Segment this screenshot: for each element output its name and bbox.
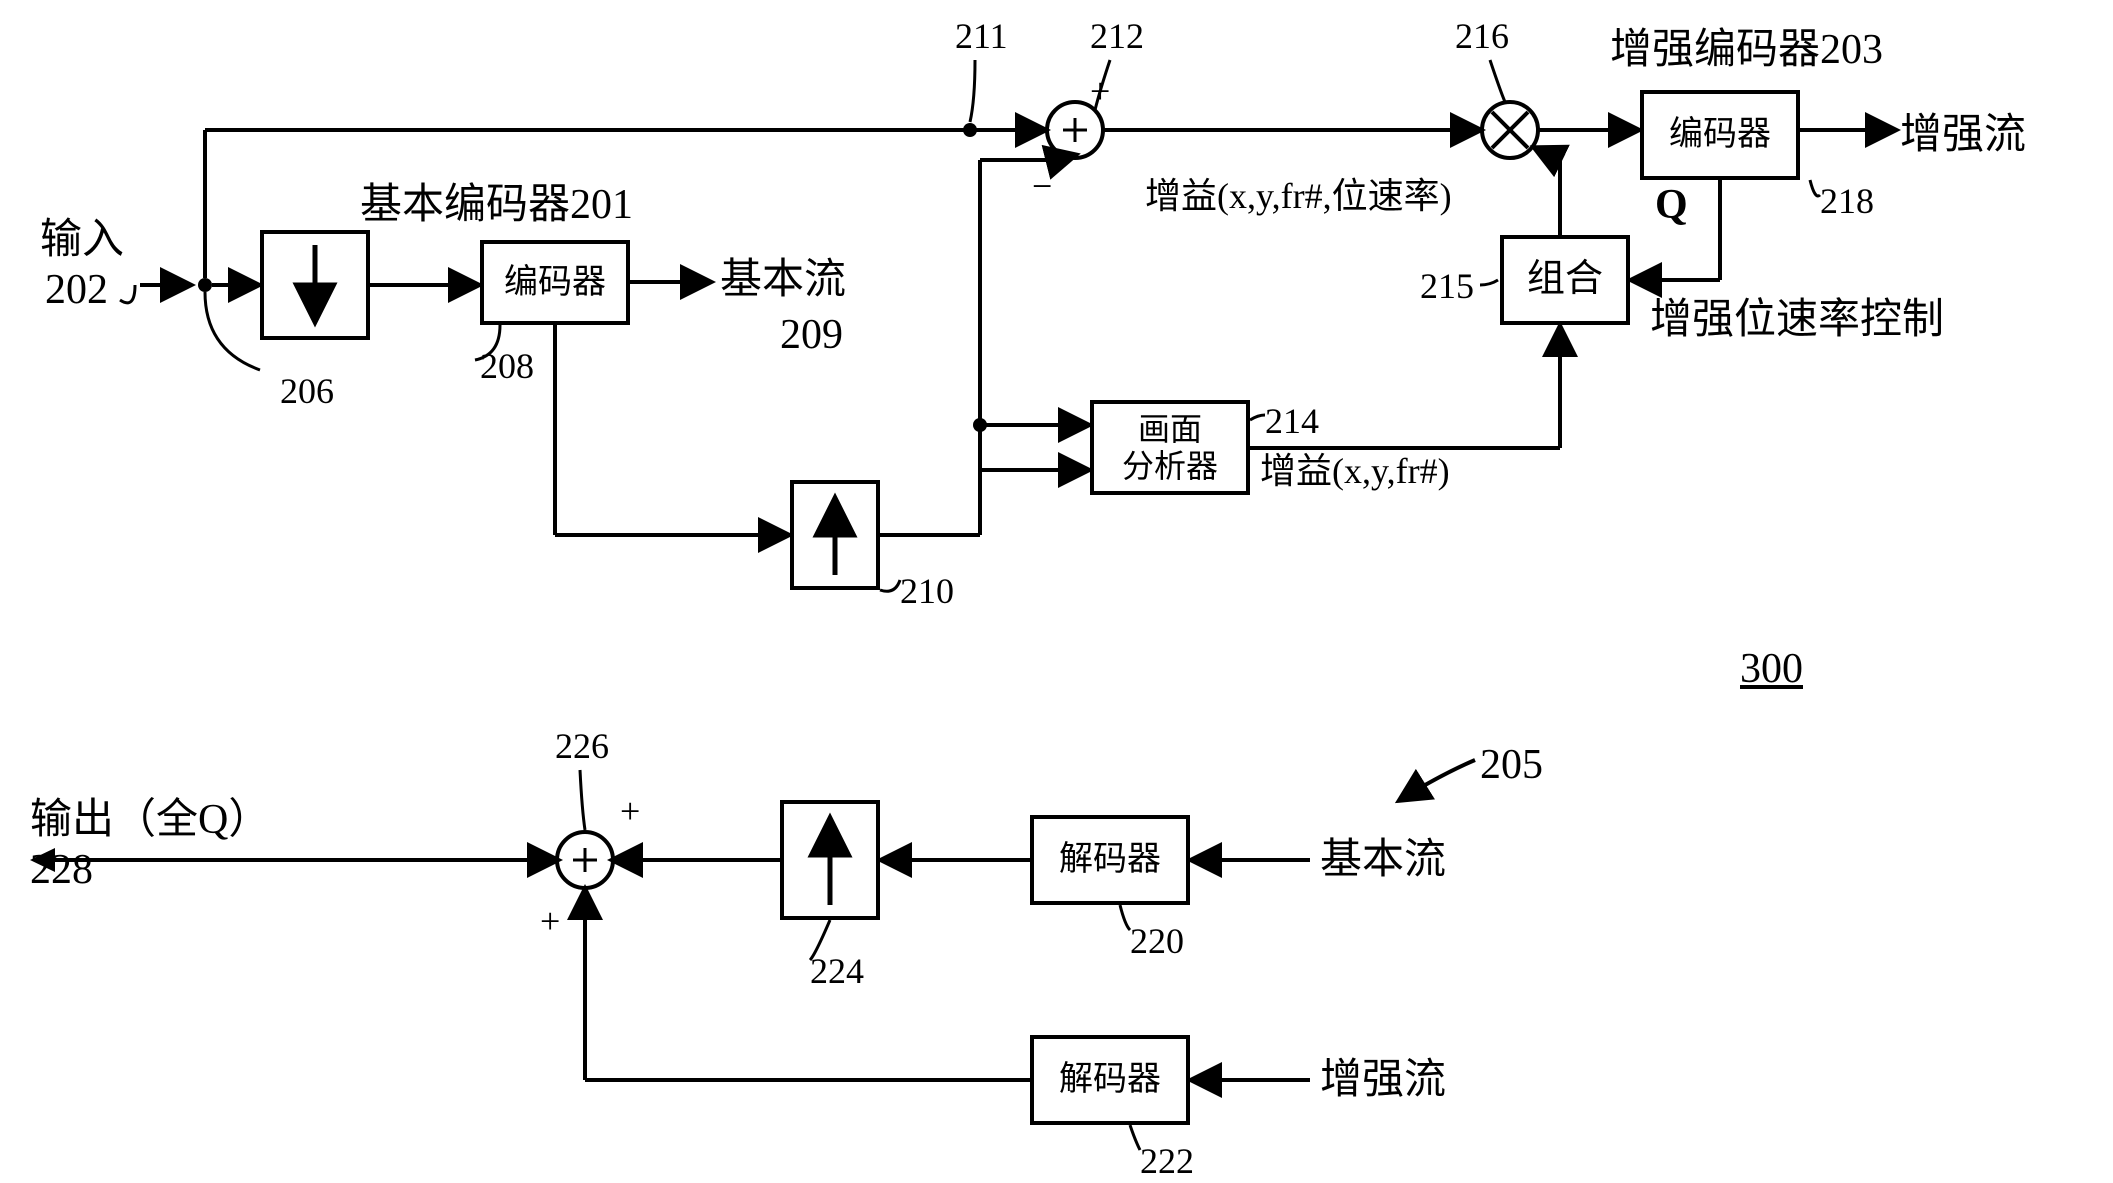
base-encoder-title-text: 基本编码器 (360, 182, 570, 228)
upsample-box-224 (780, 800, 880, 920)
input-label: 输入 (40, 215, 124, 265)
upsample-box-210 (790, 480, 880, 590)
enh-stream-in: 增强流 (1320, 1055, 1446, 1105)
enh-encoder-box-text: 编码器 (1669, 115, 1771, 154)
sum212-minus: − (1032, 165, 1052, 208)
sum-212-ref: 212 (1090, 15, 1144, 58)
sum226-plus1: + (620, 790, 640, 833)
combine-ref: 215 (1420, 265, 1474, 308)
output-label: 输出（全Q） (30, 795, 270, 845)
enh-stream-label: 增强流 (1900, 110, 2026, 160)
output-ref: 228 (30, 845, 93, 895)
mult-ref: 216 (1455, 15, 1509, 58)
base-stream-in: 基本流 (1320, 835, 1446, 885)
base-encoder-ref: 208 (480, 345, 534, 388)
downsample-box (260, 230, 370, 340)
enh-decoder-box: 解码器 (1030, 1035, 1190, 1125)
combine-box-text: 组合 (1527, 258, 1603, 302)
enh-decoder-text: 解码器 (1059, 1060, 1161, 1099)
node-211-ref: 211 (955, 15, 1008, 58)
enh-stream-ref: 218 (1820, 180, 1874, 223)
enh-decoder-ref: 222 (1140, 1140, 1194, 1183)
enh-encoder-title-ref: 203 (1820, 27, 1883, 73)
base-decoder-text: 解码器 (1059, 840, 1161, 879)
analyzer-box: 画面 分析器 (1090, 400, 1250, 495)
input-ref-label: 202 (45, 265, 108, 315)
enh-encoder-title-text: 增强编码器 (1610, 27, 1820, 73)
sum212-plus: + (1090, 70, 1110, 113)
analyzer-l2: 分析器 (1122, 448, 1218, 485)
analyzer-ref: 214 (1265, 400, 1319, 443)
base-encoder-title-ref: 201 (570, 182, 633, 228)
analyzer-l1: 画面 (1138, 411, 1202, 448)
upsample-ref-224: 224 (810, 950, 864, 993)
enh-rate-ctrl-label: 增强位速率控制 (1650, 295, 1944, 345)
base-stream-label: 基本流 (720, 255, 846, 305)
group-ref: 205 (1480, 740, 1543, 790)
enh-encoder-title: 增强编码器203 (1610, 25, 1883, 75)
enh-encoder-box: 编码器 (1640, 90, 1800, 180)
sum226-plus2: + (540, 900, 560, 943)
base-encoder-title: 基本编码器201 (360, 180, 633, 230)
figure-ref: 300 (1740, 645, 1803, 693)
analyzer-gain-label: 增益(x,y,fr#) (1260, 450, 1450, 493)
gain-combined-label: 增益(x,y,fr#,位速率) (1145, 175, 1452, 218)
combine-box: 组合 (1500, 235, 1630, 325)
base-decoder-box: 解码器 (1030, 815, 1190, 905)
base-encoder-box-text: 编码器 (504, 263, 606, 302)
upsample-ref-210: 210 (900, 570, 954, 613)
q-label: Q (1655, 180, 1688, 230)
base-stream-ref: 209 (780, 310, 843, 360)
base-encoder-box: 编码器 (480, 240, 630, 325)
base-decoder-ref: 220 (1130, 920, 1184, 963)
sum226-ref: 226 (555, 725, 609, 768)
block-diagram: 输入 202 206 基本编码器201 编码器 208 基本流 209 210 … (0, 0, 2113, 1183)
downsample-ref: 206 (280, 370, 334, 413)
